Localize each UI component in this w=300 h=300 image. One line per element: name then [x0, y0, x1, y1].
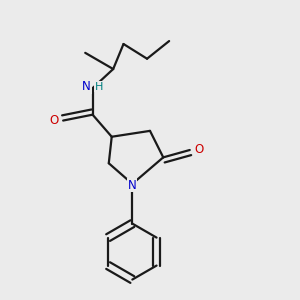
Text: O: O — [194, 143, 203, 157]
Text: N: N — [128, 178, 137, 191]
Text: H: H — [95, 82, 103, 92]
Text: N: N — [82, 80, 91, 93]
Text: O: O — [50, 114, 59, 127]
